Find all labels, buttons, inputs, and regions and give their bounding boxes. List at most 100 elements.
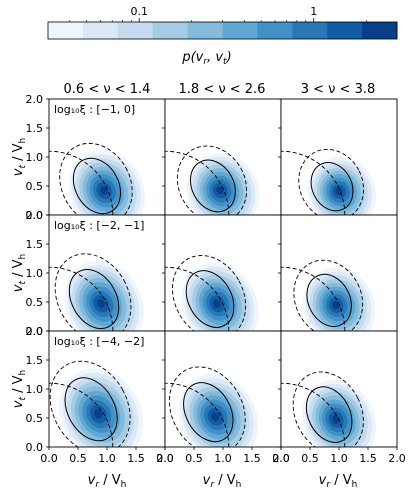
panel: 0.0 0.5 1.0 1.5 2.0 log₁₀ξ : [−2, −1] (26, 209, 166, 338)
colorbar: 0.1 1 (47, 5, 398, 40)
y-axis-label-row1: vt / Vh (11, 138, 28, 177)
y-tick-label: 2.0 (26, 93, 44, 106)
colorbar-segment (222, 22, 258, 39)
colorbar-tick-label: 0.1 (130, 5, 148, 18)
density-contour-fill (93, 409, 103, 419)
circle-arc-dashed (281, 382, 346, 447)
y-tick-label: 2.0 (26, 325, 44, 338)
x-tick-label: 0.5 (69, 452, 87, 465)
contour-line-dashed (293, 259, 364, 331)
colorbar-tick-label: 1 (310, 5, 317, 18)
x-tick-label: 0.5 (301, 452, 319, 465)
y-axis-labels: vt / Vh vt / Vh vt / Vh (11, 138, 28, 409)
contour-line-solid (72, 157, 122, 215)
x-tick-label: 1.0 (214, 452, 232, 465)
x-tick-label: 2.0 (272, 452, 290, 465)
x-tick-label: 1.5 (359, 452, 377, 465)
density-contour-fill (332, 301, 340, 310)
panel (278, 98, 398, 218)
contour-line-dashed (298, 148, 365, 215)
panel-plot-area (281, 331, 397, 447)
colorbar-segment (257, 22, 293, 39)
colorbar-segment (362, 22, 398, 39)
density-contour-fill (335, 187, 343, 196)
colorbar-segment (117, 22, 154, 39)
y-tick-label: 1.5 (26, 354, 44, 367)
panel (162, 98, 282, 218)
x-tick-label: 0.0 (272, 452, 290, 465)
x-axis-labels: vr / Vh vr / Vh vr / Vh (88, 473, 358, 490)
panel-plot-area (281, 215, 397, 331)
panel-plot-area (49, 331, 165, 447)
contour-line-dashed (292, 371, 364, 447)
density-contour-fill (96, 299, 105, 308)
density-contour-fill (211, 412, 220, 422)
x-tick-label: 2.0 (156, 452, 174, 465)
x-tick-label: 1.0 (98, 452, 116, 465)
contour-line-solid (305, 386, 353, 443)
x-axis-label-col2: vr / Vh (203, 473, 242, 490)
x-axis-label-col1: vr / Vh (88, 473, 127, 490)
row-label: log₁₀ξ : [−4, −2] (54, 335, 144, 348)
column-title-2: 1.8 < ν < 2.6 (179, 82, 266, 97)
circle-arc-dashed (49, 266, 114, 331)
y-tick-label: 0.0 (26, 441, 44, 454)
y-axis-label-row3: vt / Vh (11, 370, 28, 409)
contour-line-solid (306, 273, 352, 327)
x-tick-label: 1.5 (127, 452, 145, 465)
density-contour-fill (216, 186, 224, 195)
colorbar-segment (152, 22, 189, 39)
x-axis-label-col3: vr / Vh (319, 473, 358, 490)
x-tick-label: 0.5 (185, 452, 203, 465)
circle-arc-dashed (281, 150, 346, 215)
contour-line-solid (64, 377, 118, 442)
contour-line-solid (185, 270, 235, 328)
column-title-3: 3 < ν < 3.8 (301, 82, 376, 97)
y-tick-label: 0.5 (26, 412, 44, 425)
y-tick-label: 0.5 (26, 296, 44, 309)
panel-plot-area (49, 215, 165, 331)
circle-arc-dashed (165, 266, 230, 331)
y-tick-label: 1.5 (26, 122, 44, 135)
contour-line-dashed (54, 253, 132, 331)
circle-arc-dashed (165, 150, 230, 215)
y-tick-label: 1.0 (26, 383, 44, 396)
row-label: log₁₀ξ : [−1, 0] (54, 103, 135, 116)
column-title-1: 0.6 < ν < 1.4 (64, 82, 151, 97)
y-axis-label-row2: vt / Vh (11, 254, 28, 293)
x-tick-label: 0.0 (156, 452, 174, 465)
colorbar-segment (48, 22, 84, 39)
panel: 0.0 0.5 1.0 1.5 2.0 (156, 330, 290, 465)
colorbar-segment (187, 22, 223, 39)
contour-line-solid (68, 269, 120, 330)
circle-arc-dashed (281, 266, 346, 331)
colorbar-segment (292, 22, 328, 39)
panel-plot-area (165, 331, 281, 447)
y-tick-label: 2.0 (26, 209, 44, 222)
density-contour-fill (100, 186, 108, 195)
panel-plot-area (49, 99, 165, 215)
column-titles: 0.6 < ν < 1.4 1.8 < ν < 2.6 3 < ν < 3.8 (64, 82, 376, 97)
y-tick-label: 1.5 (26, 238, 44, 251)
contour-line-solid (189, 159, 236, 213)
y-tick-label: 1.0 (26, 151, 44, 164)
contour-line-solid (183, 382, 234, 443)
colorbar-segment (82, 22, 119, 39)
contour-line-dashed (176, 145, 248, 215)
colorbar-label-text: p(vr, vt) (181, 50, 231, 67)
contour-line-dashed (59, 142, 133, 215)
circle-arc-dashed (49, 150, 114, 215)
x-tick-label: 1.0 (330, 452, 348, 465)
y-tick-label: 1.0 (26, 267, 44, 280)
y-tick-label: 0.0 (26, 325, 44, 338)
x-tick-label: 0.0 (40, 452, 58, 465)
x-tick-label: 2.0 (388, 452, 406, 465)
panel-grid: 0.0 0.5 1.0 1.5 2.0 log₁₀ξ : [−1, 0] 0.0 0.5 1.0… (26, 93, 406, 465)
contour-line-dashed (168, 366, 246, 447)
contour-line-dashed (49, 360, 131, 447)
density-contour-fill (332, 415, 340, 424)
panel (278, 214, 398, 334)
panel-plot-area (281, 99, 397, 215)
